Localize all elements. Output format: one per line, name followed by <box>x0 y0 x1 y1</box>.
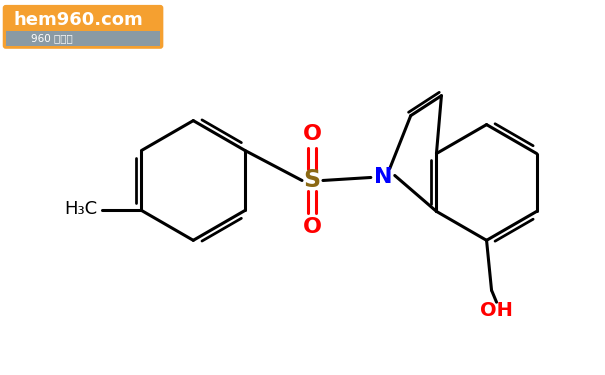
Text: hem960.com: hem960.com <box>14 11 143 29</box>
Text: O: O <box>302 217 321 237</box>
Text: H₃C: H₃C <box>64 200 97 218</box>
Text: N: N <box>373 168 392 188</box>
Text: 960 化工网: 960 化工网 <box>31 33 73 43</box>
Text: S: S <box>304 168 321 192</box>
Text: C: C <box>11 4 32 32</box>
Text: OH: OH <box>480 301 513 320</box>
Text: O: O <box>302 124 321 144</box>
FancyBboxPatch shape <box>5 31 160 46</box>
FancyBboxPatch shape <box>3 5 163 49</box>
